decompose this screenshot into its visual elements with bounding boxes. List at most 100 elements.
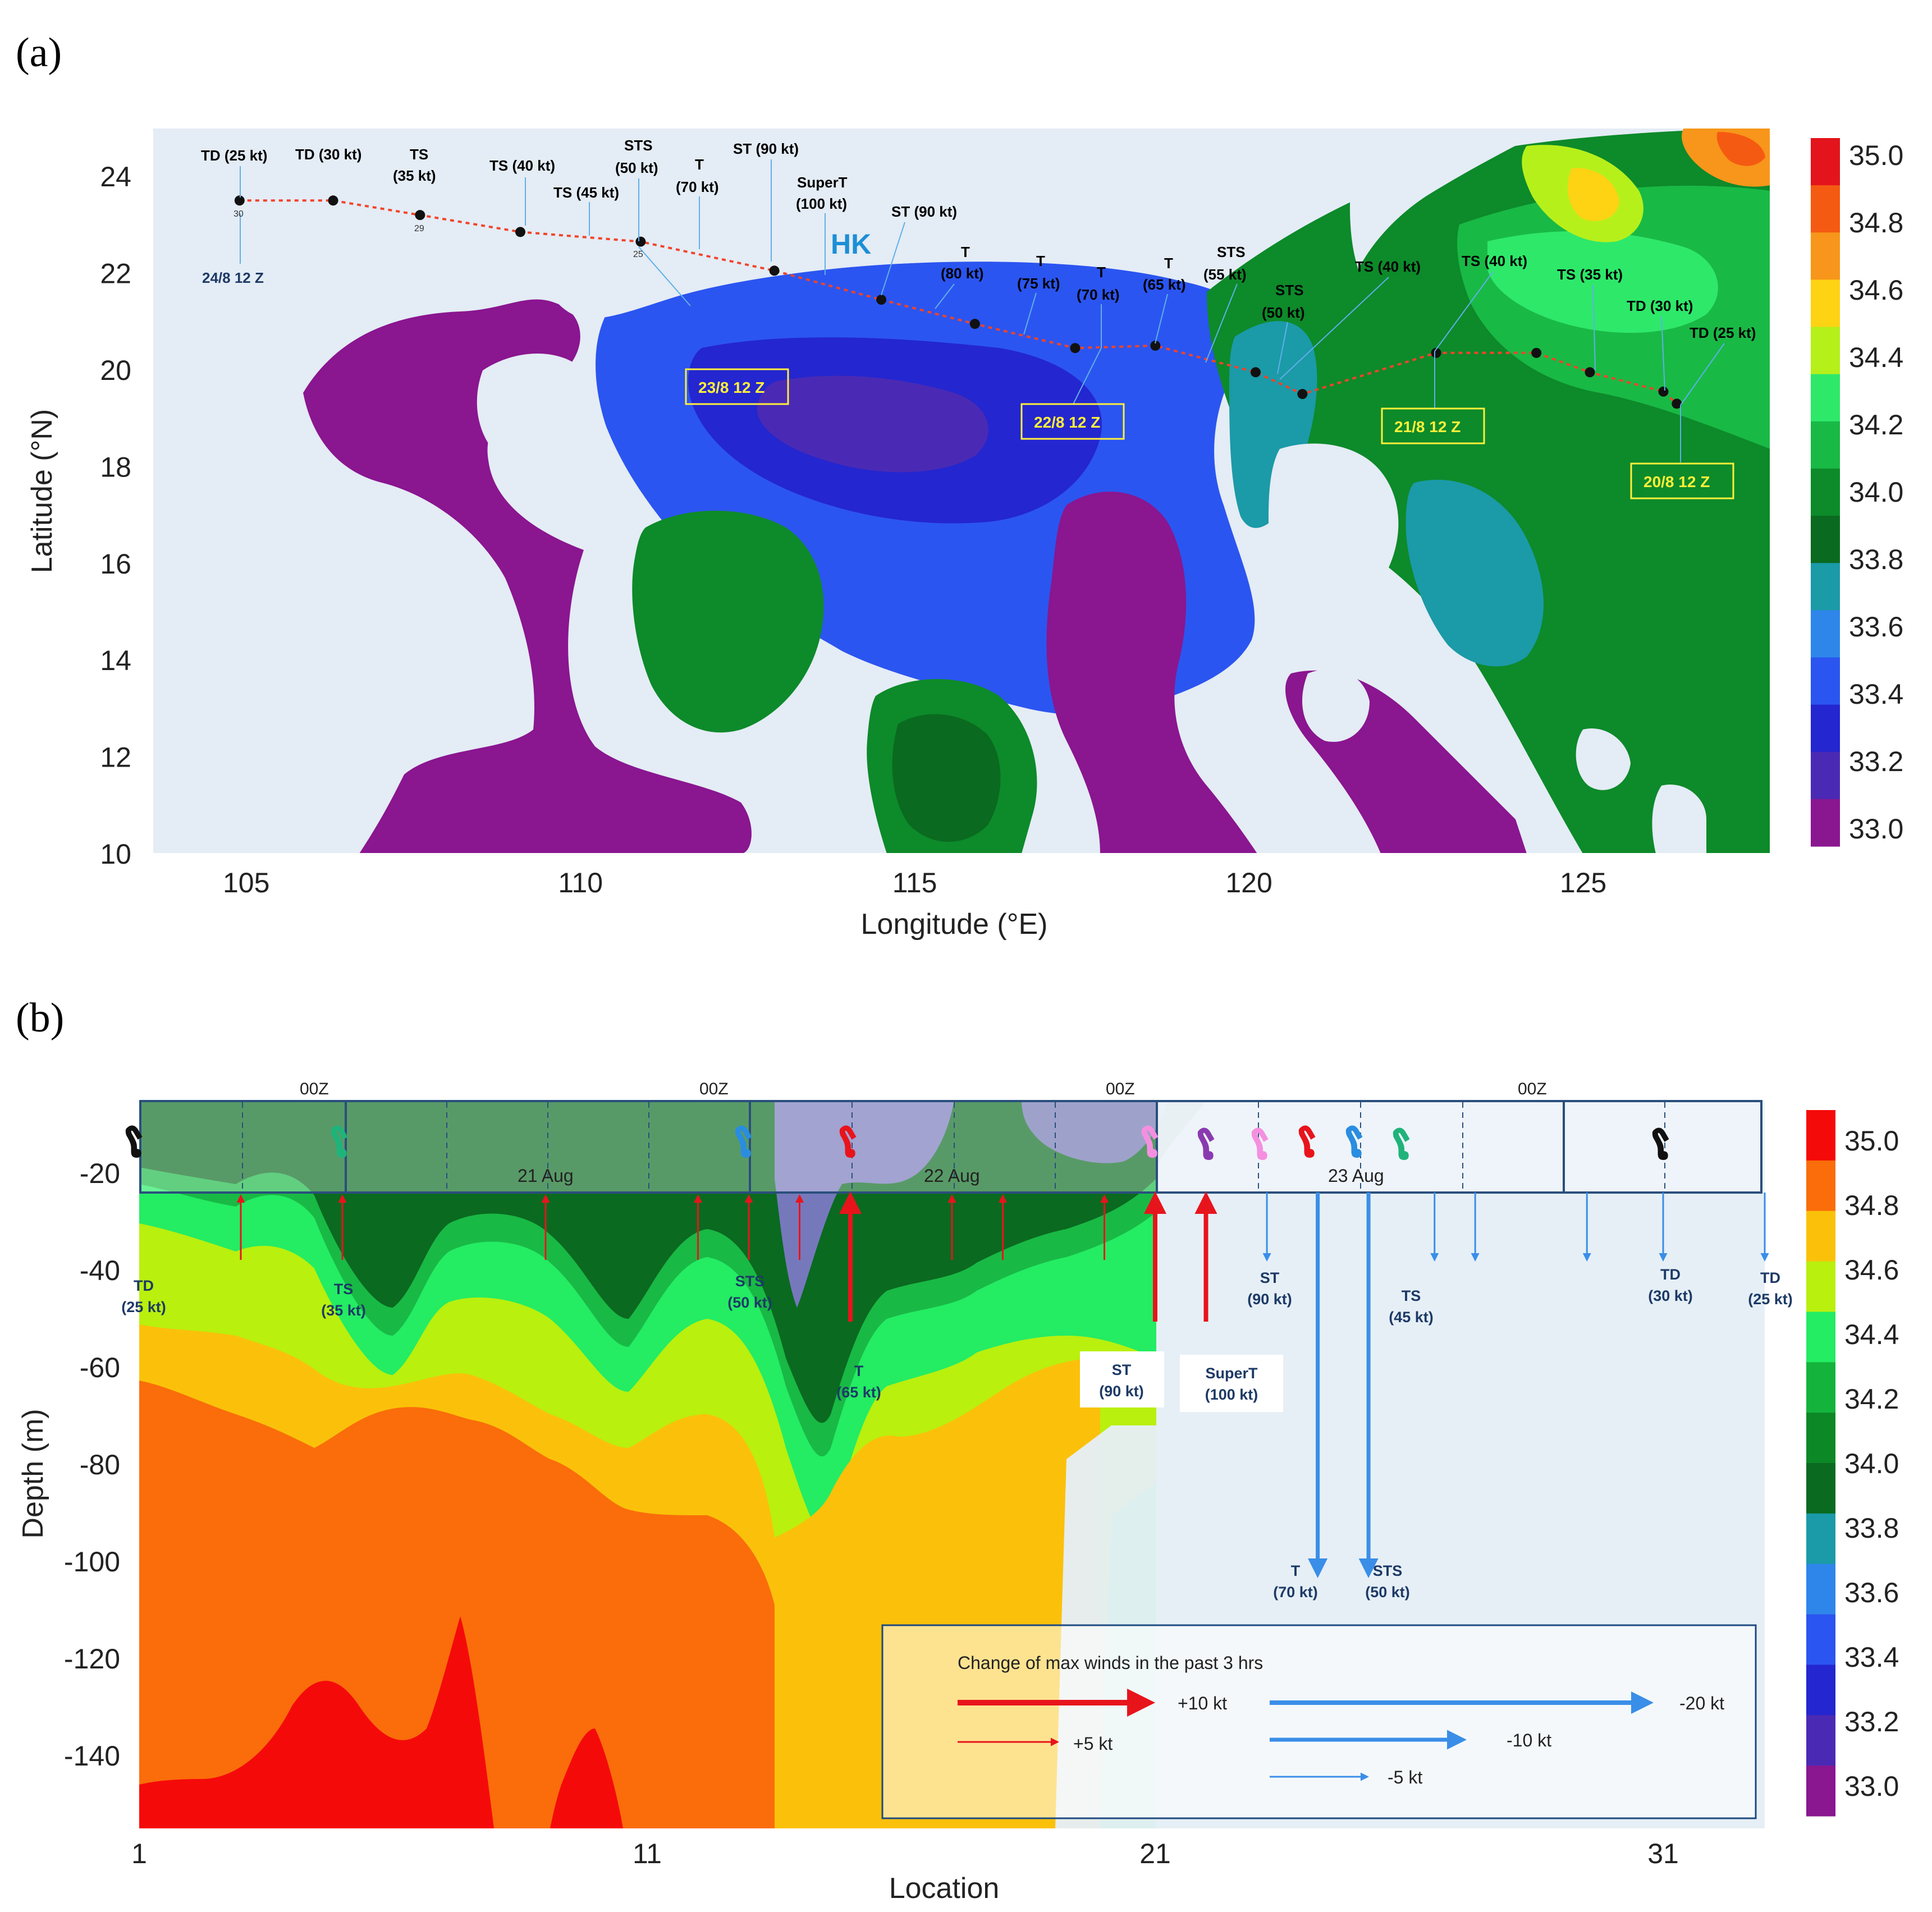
track-label: TS (40 kt) bbox=[1462, 253, 1527, 269]
track-label: TD (25 kt) bbox=[201, 147, 267, 164]
track-label: STS bbox=[1217, 244, 1246, 260]
y-tick-label: -140 bbox=[64, 1740, 120, 1772]
wind-change-arrows bbox=[236, 1191, 1769, 1578]
track-label: TS (40 kt) bbox=[489, 157, 555, 174]
colorbar-swatch bbox=[1806, 1665, 1835, 1716]
intensity-label: SuperT bbox=[1205, 1365, 1258, 1382]
colorbar-b: 35.0 34.8 34.6 34.4 34.2 34.0 33.8 33.6 33.4 33.2… bbox=[1806, 1110, 1899, 1817]
colorbar-swatch bbox=[1806, 1211, 1835, 1262]
colorbar-swatch bbox=[1811, 563, 1840, 611]
time-labels-a: 24/8 12 Z 23/8 12 Z 22/8 12 Z 21/8 12 Z … bbox=[202, 269, 1734, 499]
track-point bbox=[635, 236, 646, 247]
wind-legend: Change of max winds in the past 3 hrs +1… bbox=[881, 1624, 1757, 1819]
time-label-box bbox=[1381, 407, 1485, 444]
time-label-box bbox=[685, 368, 789, 405]
hk-label: HK bbox=[831, 228, 871, 260]
map-a-frame bbox=[152, 127, 1771, 854]
intensity-label: (30 kt) bbox=[1648, 1287, 1693, 1304]
intensity-label: STS bbox=[735, 1273, 765, 1290]
track-label: TD (30 kt) bbox=[1627, 297, 1693, 314]
x-tick-label: 110 bbox=[558, 867, 603, 898]
typhoon-symbol: ໂ bbox=[1298, 1125, 1317, 1166]
y-tick-label: 12 bbox=[100, 742, 131, 773]
colorbar-swatch bbox=[1806, 1261, 1835, 1313]
track-label: TS (45 kt) bbox=[553, 184, 619, 201]
colorbar-swatch bbox=[1811, 185, 1840, 233]
colorbar-tick-label: 34.4 bbox=[1844, 1319, 1899, 1350]
intensity-label: (25 kt) bbox=[121, 1299, 166, 1315]
time-label: 21/8 12 Z bbox=[1394, 418, 1461, 435]
colorbar-tick-label: 34.6 bbox=[1844, 1254, 1899, 1286]
colorbar-swatch bbox=[1811, 657, 1840, 705]
time-label: 23/8 12 Z bbox=[698, 379, 764, 396]
colorbar-tick-label: 33.4 bbox=[1844, 1642, 1899, 1673]
colorbar-tick-label: 34.8 bbox=[1849, 207, 1903, 239]
typhoon-symbol: ໂ bbox=[125, 1125, 144, 1166]
intensity-label: TD bbox=[134, 1277, 154, 1294]
colorbar-swatch bbox=[1811, 374, 1840, 422]
colorbar-tick-label: 33.6 bbox=[1844, 1577, 1899, 1608]
y-tick-label: -40 bbox=[80, 1255, 120, 1286]
x-tick-label: 105 bbox=[223, 867, 269, 898]
track-label: TS bbox=[410, 146, 428, 163]
typhoon-symbol: ໂ bbox=[1251, 1127, 1270, 1168]
time-label: 20/8 12 Z bbox=[1643, 473, 1710, 490]
wind-legend-title: Change of max winds in the past 3 hrs bbox=[958, 1653, 1263, 1673]
x-tick-label: 115 bbox=[892, 867, 937, 898]
colorbar-swatch bbox=[1806, 1563, 1835, 1615]
intensity-label: (45 kt) bbox=[1389, 1309, 1434, 1326]
x-tick-label: 21 bbox=[1139, 1838, 1171, 1869]
y-tick-label: -60 bbox=[80, 1352, 120, 1383]
colorbar-swatch bbox=[1811, 327, 1840, 375]
legend-label: -5 kt bbox=[1388, 1767, 1422, 1787]
track-label: T bbox=[1164, 255, 1173, 272]
track-label: (65 kt) bbox=[1143, 276, 1186, 293]
legend-label: -20 kt bbox=[1679, 1693, 1724, 1713]
y-axis-title-b: Depth (m) bbox=[17, 1409, 49, 1538]
track-point bbox=[1297, 389, 1308, 400]
colorbar-tick-label: 34.2 bbox=[1849, 409, 1903, 441]
y-tick-label: 24 bbox=[100, 161, 131, 192]
track-label: STS bbox=[1275, 282, 1304, 299]
track-point bbox=[1150, 340, 1161, 351]
colorbar-swatch bbox=[1806, 1110, 1835, 1161]
colorbar-swatch bbox=[1806, 1312, 1835, 1363]
track-label: SuperT bbox=[797, 174, 848, 191]
intensity-label: T bbox=[854, 1363, 864, 1379]
colorbar-tick-label: 33.6 bbox=[1849, 611, 1903, 643]
track-label: (70 kt) bbox=[1077, 286, 1120, 303]
typhoon-symbol: ໂ bbox=[1141, 1125, 1160, 1166]
x-tick-label: 11 bbox=[633, 1838, 662, 1869]
colorbar-tick-label: 33.4 bbox=[1849, 678, 1903, 710]
colorbar-swatch bbox=[1806, 1766, 1835, 1817]
track-point bbox=[876, 295, 887, 305]
intensity-label: TS bbox=[1402, 1287, 1421, 1304]
intensity-label: (90 kt) bbox=[1099, 1383, 1144, 1400]
y-tick-label: -120 bbox=[64, 1643, 120, 1675]
track-point bbox=[769, 265, 780, 276]
track-label: STS bbox=[624, 137, 653, 154]
colorbar-swatch bbox=[1806, 1715, 1835, 1766]
oz-label: 00Z bbox=[1518, 1080, 1547, 1098]
track-label: TS (35 kt) bbox=[1557, 266, 1623, 283]
colorbar-swatch bbox=[1806, 1513, 1835, 1565]
intensity-label-box bbox=[1080, 1351, 1164, 1407]
intensity-label: T bbox=[1291, 1562, 1301, 1579]
track-number: 25 bbox=[633, 250, 643, 259]
track-small-numbers: 30 29 25 bbox=[234, 209, 643, 259]
colorbar-tick-label: 34.2 bbox=[1844, 1383, 1899, 1415]
intensity-label: STS bbox=[1373, 1562, 1403, 1579]
y-tick-label: -80 bbox=[80, 1449, 120, 1480]
track-point bbox=[1531, 347, 1542, 358]
x-tick-label: 31 bbox=[1647, 1838, 1679, 1869]
wind-legend-box bbox=[881, 1624, 1757, 1819]
legend-label: +10 kt bbox=[1178, 1693, 1227, 1713]
y-ticks-a: 10 12 14 16 18 20 22 24 bbox=[100, 161, 131, 870]
colorbar-swatch bbox=[1811, 799, 1840, 847]
track-label: ST (90 kt) bbox=[891, 203, 957, 220]
y-tick-label: 14 bbox=[100, 645, 131, 676]
time-label: 24/8 12 Z bbox=[202, 269, 264, 286]
y-tick-label: 22 bbox=[100, 258, 131, 290]
track-label: T bbox=[695, 156, 704, 173]
track-point bbox=[1585, 367, 1595, 378]
